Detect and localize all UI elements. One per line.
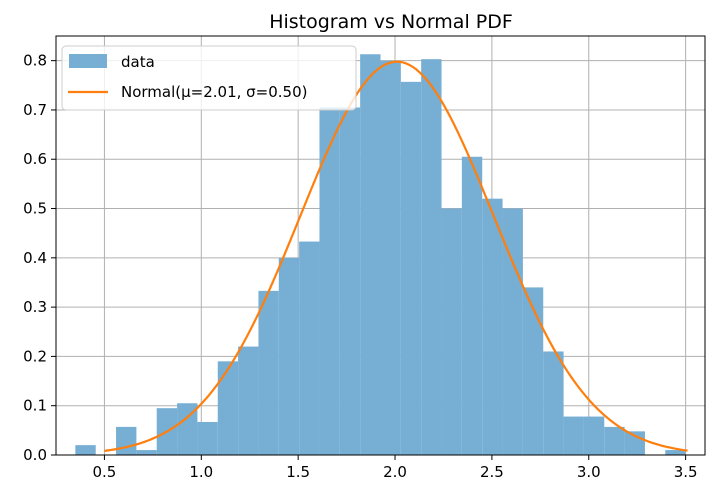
legend-swatch-data: [69, 54, 107, 68]
y-tick-label: 0.6: [23, 150, 47, 168]
histogram-bar: [380, 60, 401, 455]
y-tick-label: 0.3: [23, 298, 47, 316]
histogram-bar: [482, 198, 503, 455]
x-tick-label: 1.5: [286, 463, 310, 481]
histogram-bar: [522, 287, 544, 455]
histogram-bar: [177, 403, 198, 455]
histogram-bar: [583, 416, 605, 455]
y-tick-label: 0.4: [23, 249, 47, 267]
plot-frame: [55, 35, 706, 456]
histogram-bar: [299, 241, 320, 455]
histogram-bars: [75, 54, 686, 456]
y-tick-label: 0.2: [23, 347, 47, 365]
histogram-bar: [116, 426, 137, 455]
x-axis-ticks: 0.5 1.0 1.5 2.0 2.5 3.0 3.5: [93, 455, 698, 481]
legend-label-data: data: [121, 53, 155, 71]
legend: data Normal(μ=2.01, σ=0.50): [61, 45, 357, 111]
chart-title: Histogram vs Normal PDF: [269, 11, 513, 33]
normal-pdf-curve: [104, 60, 688, 452]
histogram-bar: [502, 208, 523, 455]
y-tick-label: 0.0: [23, 446, 47, 464]
histogram-bar: [543, 351, 564, 455]
histogram-bar: [197, 421, 218, 455]
legend-box: [61, 45, 357, 111]
histogram-bar: [238, 346, 259, 455]
histogram-bar: [400, 81, 422, 455]
histogram-bar: [604, 426, 625, 455]
y-axis-ticks: 0.0 0.1 0.2 0.3 0.4 0.5 0.6 0.7 0.8: [23, 52, 56, 464]
y-tick-label: 0.5: [23, 200, 47, 218]
histogram-bar: [75, 445, 96, 455]
x-tick-label: 2.5: [480, 463, 504, 481]
histogram-bar: [136, 450, 157, 455]
histogram-bar: [665, 450, 686, 455]
histogram-bar: [339, 107, 361, 455]
histogram-bar: [278, 257, 300, 455]
histogram-bar: [441, 208, 462, 455]
histogram-bar: [421, 59, 442, 455]
histogram-bar: [563, 416, 584, 455]
x-tick-label: 1.0: [189, 463, 213, 481]
x-tick-label: 0.5: [93, 463, 117, 481]
histogram-bar: [461, 156, 483, 456]
x-tick-label: 2.0: [383, 463, 407, 481]
histogram-bar: [258, 290, 279, 455]
legend-label-pdf: Normal(μ=2.01, σ=0.50): [121, 83, 308, 101]
histogram-bar: [360, 54, 381, 455]
y-tick-label: 0.8: [23, 52, 47, 70]
pdf-line: [104, 60, 688, 452]
y-tick-label: 0.7: [23, 101, 47, 119]
y-tick-label: 0.1: [23, 397, 47, 415]
x-tick-label: 3.5: [674, 463, 698, 481]
histogram-bar: [217, 361, 239, 455]
x-tick-label: 3.0: [577, 463, 601, 481]
histogram-bar: [319, 107, 340, 455]
